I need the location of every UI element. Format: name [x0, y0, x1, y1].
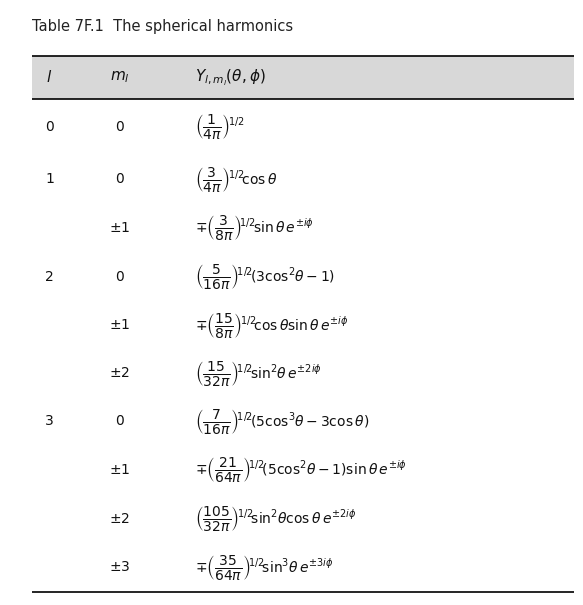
- Bar: [32, 56, 574, 99]
- Text: 0: 0: [115, 414, 124, 428]
- Text: $\left(\dfrac{15}{32\pi}\right)^{\!1/2}\!\sin^{2}\!\theta\, e^{\pm 2i\phi}$: $\left(\dfrac{15}{32\pi}\right)^{\!1/2}\…: [195, 359, 322, 388]
- Text: $\mp\left(\dfrac{21}{64\pi}\right)^{\!1/2}\!(5\cos^{2}\!\theta-1)\sin\theta\, e^: $\mp\left(\dfrac{21}{64\pi}\right)^{\!1/…: [195, 456, 408, 485]
- Text: $\mp\left(\dfrac{15}{8\pi}\right)^{\!1/2}\!\cos\theta\sin\theta\, e^{\pm i\phi}$: $\mp\left(\dfrac{15}{8\pi}\right)^{\!1/2…: [195, 311, 349, 340]
- Text: $\pm1$: $\pm1$: [109, 221, 130, 235]
- Text: 2: 2: [45, 270, 54, 284]
- Text: $\left(\dfrac{1}{4\pi}\right)^{\!1/2}$: $\left(\dfrac{1}{4\pi}\right)^{\!1/2}$: [195, 113, 245, 142]
- Text: 0: 0: [45, 120, 54, 134]
- Text: $\left(\dfrac{7}{16\pi}\right)^{\!1/2}\!(5\cos^{3}\!\theta-3\cos\theta)$: $\left(\dfrac{7}{16\pi}\right)^{\!1/2}\!…: [195, 407, 370, 436]
- Text: $\pm1$: $\pm1$: [109, 318, 130, 332]
- Text: $\pm1$: $\pm1$: [109, 463, 130, 477]
- Text: 1: 1: [45, 172, 54, 186]
- Text: $\left(\dfrac{5}{16\pi}\right)^{\!1/2}\!(3\cos^{2}\!\theta-1)$: $\left(\dfrac{5}{16\pi}\right)^{\!1/2}\!…: [195, 262, 335, 291]
- Text: $\mp\left(\dfrac{35}{64\pi}\right)^{\!1/2}\!\sin^{3}\!\theta\, e^{\pm 3i\phi}$: $\mp\left(\dfrac{35}{64\pi}\right)^{\!1/…: [195, 553, 334, 582]
- Text: 0: 0: [115, 120, 124, 134]
- Text: $\pm2$: $\pm2$: [109, 366, 130, 380]
- Text: $Y_{l,m_l}(\theta,\phi)$: $Y_{l,m_l}(\theta,\phi)$: [195, 67, 266, 88]
- Text: $\pm3$: $\pm3$: [109, 560, 130, 574]
- Text: 3: 3: [45, 414, 54, 428]
- Text: $\left(\dfrac{105}{32\pi}\right)^{\!1/2}\!\sin^{2}\!\theta\cos\theta\, e^{\pm 2i: $\left(\dfrac{105}{32\pi}\right)^{\!1/2}…: [195, 504, 357, 533]
- Text: $\mp\left(\dfrac{3}{8\pi}\right)^{\!1/2}\!\sin\theta\, e^{\pm i\phi}$: $\mp\left(\dfrac{3}{8\pi}\right)^{\!1/2}…: [195, 214, 314, 243]
- Text: $m_l$: $m_l$: [110, 70, 129, 85]
- Text: 0: 0: [115, 270, 124, 284]
- Text: 0: 0: [115, 172, 124, 186]
- Text: Table 7F.1  The spherical harmonics: Table 7F.1 The spherical harmonics: [32, 19, 293, 34]
- Text: $\pm2$: $\pm2$: [109, 512, 130, 526]
- Text: $l$: $l$: [47, 70, 52, 85]
- Text: $\left(\dfrac{3}{4\pi}\right)^{\!1/2}\!\cos\theta$: $\left(\dfrac{3}{4\pi}\right)^{\!1/2}\!\…: [195, 165, 278, 194]
